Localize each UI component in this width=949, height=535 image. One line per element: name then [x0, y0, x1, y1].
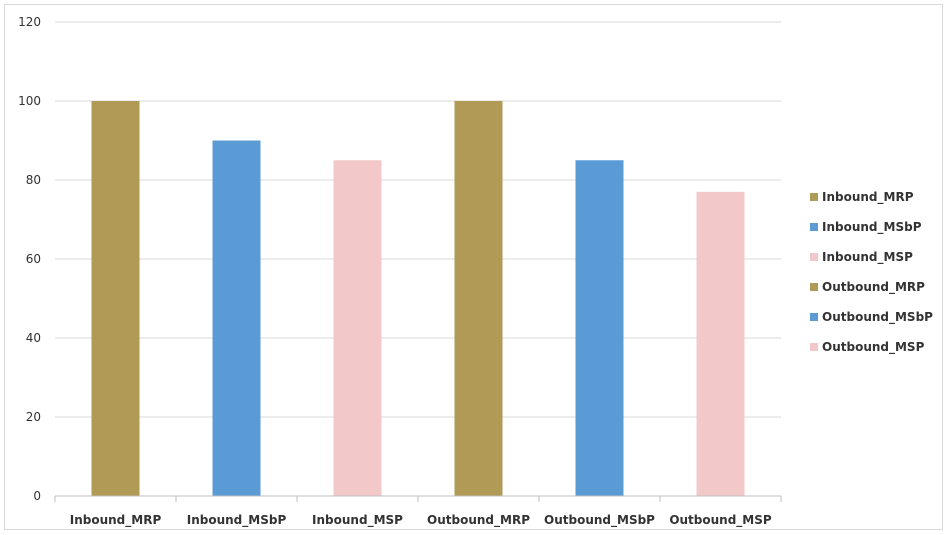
legend-swatch [810, 253, 818, 261]
x-tick-label: Outbound_MRP [427, 513, 530, 528]
legend-swatch [810, 283, 818, 291]
bar-outbound-msbp [575, 160, 624, 496]
legend-label: Inbound_MRP [822, 190, 914, 205]
legend-label: Outbound_MRP [822, 280, 925, 295]
legend-swatch [810, 313, 818, 321]
legend-swatch [810, 343, 818, 351]
y-tick-label: 100 [18, 94, 41, 108]
bar-inbound-msp [333, 160, 382, 496]
legend-swatch [810, 193, 818, 201]
bars [91, 101, 745, 496]
legend-label: Inbound_MSbP [822, 220, 922, 235]
bar-outbound-mrp [454, 101, 503, 496]
y-tick-label: 20 [26, 410, 41, 424]
x-axis-labels: Inbound_MRP Inbound_MSbP Inbound_MSP Outbou… [70, 513, 772, 528]
legend-label: Outbound_MSP [822, 340, 925, 355]
legend-label: Outbound_MSbP [822, 310, 933, 325]
y-tick-label: 40 [26, 331, 41, 345]
y-tick-label: 120 [18, 15, 41, 29]
gridlines [55, 21, 781, 418]
bar-inbound-mrp [91, 101, 140, 496]
y-tick-label: 60 [26, 252, 41, 266]
y-axis-ticks: 0 20 40 60 80 100 120 [18, 15, 41, 503]
x-tick-label: Inbound_MSP [312, 513, 403, 528]
legend: Inbound_MRP Inbound_MSbP Inbound_MSP Outbou… [810, 190, 933, 355]
y-tick-label: 80 [26, 173, 41, 187]
x-tick-label: Outbound_MSP [669, 513, 772, 528]
x-axis [54, 495, 782, 502]
legend-label: Inbound_MSP [822, 250, 913, 265]
chart-frame: 0 20 40 60 80 100 120 Inbound_MRP Inbound_MSbP I… [4, 4, 943, 530]
legend-swatch [810, 223, 818, 231]
x-tick-label: Outbound_MSbP [544, 513, 655, 528]
x-tick-label: Inbound_MRP [70, 513, 162, 528]
x-tick-label: Inbound_MSbP [187, 513, 287, 528]
y-tick-label: 0 [33, 489, 41, 503]
bar-inbound-msbp [212, 140, 261, 496]
bar-outbound-msp [696, 191, 745, 496]
